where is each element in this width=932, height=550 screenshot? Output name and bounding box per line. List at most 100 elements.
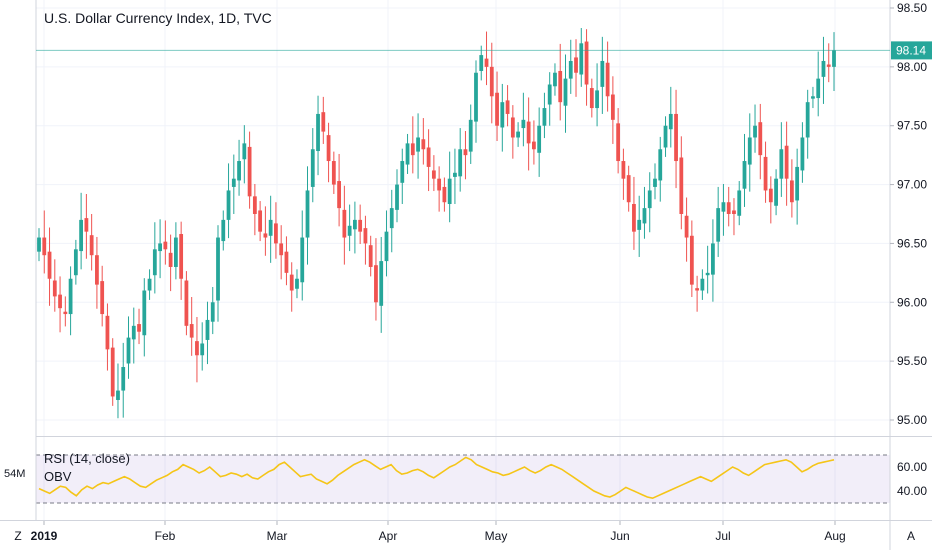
candle (568, 39, 573, 94)
candle (474, 60, 478, 143)
candle (737, 181, 742, 226)
obv-legend-label: OBV (44, 469, 72, 484)
candle-body (216, 237, 220, 301)
chart-title: U.S. Dollar Currency Index, 1D, TVC (44, 10, 272, 26)
candle (695, 275, 700, 312)
candle-body (184, 280, 189, 326)
candle (305, 166, 310, 265)
candle-body (542, 108, 547, 126)
candle-body (553, 72, 557, 87)
candle-body (68, 278, 73, 315)
candle (210, 286, 215, 335)
candle (100, 265, 105, 327)
candle-body (163, 241, 168, 250)
candle-body (121, 367, 126, 391)
rsi-legend-label: RSI (14, close) (44, 451, 130, 466)
candle-body (816, 78, 821, 99)
candle (421, 118, 426, 165)
candle-body (800, 137, 805, 171)
candle (542, 92, 547, 139)
candle (58, 276, 62, 333)
candle (700, 269, 705, 300)
candle (295, 269, 299, 299)
candle (416, 113, 420, 179)
candle-body (431, 170, 436, 179)
candle-body (331, 161, 336, 185)
candle-body (705, 272, 710, 276)
candle (626, 165, 631, 212)
candle (758, 103, 763, 180)
candle (405, 133, 410, 174)
candle (121, 342, 126, 418)
candle-body (516, 131, 521, 138)
price-chart[interactable]: 98.50 98.00 97.50 97.00 96.50 96.00 95.50 95.00… (0, 0, 932, 437)
candle-body (379, 261, 384, 306)
candle-body (700, 278, 705, 291)
candle (152, 222, 157, 294)
candle-body (579, 43, 584, 75)
candle-body (395, 184, 399, 210)
time-axis[interactable]: 2019 Feb Mar Apr May Jun Jul Aug (0, 521, 932, 550)
candle-body (795, 166, 800, 201)
candle (389, 189, 394, 253)
candle (468, 104, 473, 164)
candle (563, 54, 568, 133)
candle-body (563, 78, 568, 106)
candle-body (805, 102, 810, 138)
candle-body (568, 60, 573, 79)
candle-body (89, 235, 94, 256)
candle (779, 122, 784, 197)
candle (721, 183, 726, 236)
candle (489, 42, 494, 124)
candle-body (742, 161, 747, 189)
candle-body (116, 390, 120, 400)
candle-body (289, 274, 294, 291)
rsi-pane[interactable]: 60.00 40.00 (0, 437, 932, 521)
candle-body (305, 190, 310, 238)
candle (42, 210, 47, 274)
candle (252, 183, 257, 236)
candle-body (737, 190, 742, 216)
candle (226, 163, 231, 239)
candle (605, 41, 610, 112)
candle (95, 236, 99, 309)
candle-body (584, 41, 589, 85)
candle (732, 198, 736, 236)
candle-body (679, 157, 684, 214)
candle-body (147, 278, 152, 291)
candle (789, 159, 794, 218)
candle-body (221, 219, 226, 242)
candle-body (200, 343, 205, 356)
candle (147, 269, 152, 300)
candle-body (726, 202, 731, 214)
time-tick-label: Apr (379, 529, 398, 543)
candle-body (326, 135, 331, 162)
candle (137, 308, 141, 345)
price-tick-label: 98.00 (897, 60, 927, 74)
candle (126, 316, 131, 379)
candle-body (368, 245, 373, 267)
candle-body (284, 251, 289, 273)
candle (105, 303, 110, 371)
candle (826, 43, 831, 83)
candle (574, 39, 578, 97)
timezone-button[interactable]: Z (14, 528, 22, 543)
candle-body (352, 219, 357, 230)
candle-body (600, 60, 605, 87)
candle-body (310, 149, 315, 187)
candle (431, 155, 436, 192)
candle (279, 225, 284, 280)
candle (73, 239, 78, 285)
candle-body (526, 121, 531, 144)
candle (110, 338, 115, 406)
candle-body (605, 62, 610, 97)
candle-body (242, 143, 247, 160)
candle-body (626, 175, 631, 203)
candle-body (95, 255, 99, 285)
candle (600, 36, 605, 114)
candle (37, 228, 41, 262)
candle-body (505, 100, 510, 114)
candle (516, 122, 521, 147)
auto-scale-button[interactable]: A (906, 528, 915, 543)
candle (679, 136, 684, 230)
